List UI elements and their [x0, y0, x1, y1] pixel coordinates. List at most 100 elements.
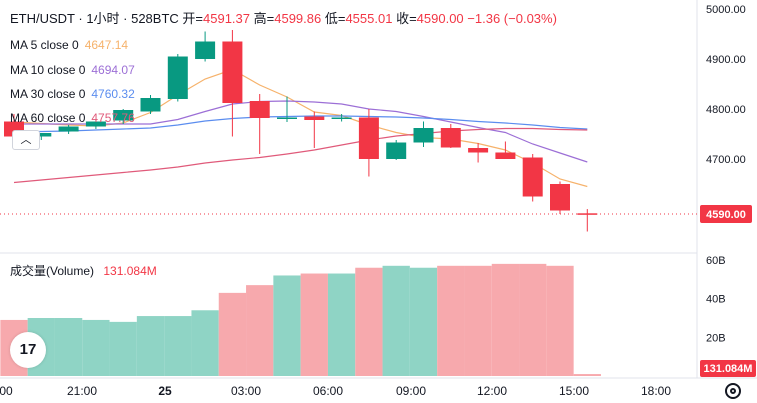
candle	[85, 119, 106, 129]
candle-body	[85, 121, 106, 127]
volume-legend: 成交量(Volume) 131.084M	[10, 262, 157, 279]
last-volume-badge	[700, 360, 756, 377]
candle-body	[140, 98, 161, 112]
volume-bar	[491, 263, 520, 376]
candle	[140, 95, 161, 114]
ma60-label: MA 60 close 0	[10, 111, 86, 125]
candle-body	[58, 126, 79, 132]
price-tick-label: 4900.00	[706, 54, 746, 66]
volume-bar	[273, 275, 301, 376]
candle-body	[386, 142, 407, 159]
candle	[468, 143, 489, 163]
ma30-value: 4760.32	[91, 87, 135, 101]
close-value: 4590.00	[416, 11, 464, 26]
volume-bar	[109, 321, 137, 376]
candle-body	[249, 101, 270, 118]
settings-gear-icon[interactable]	[725, 383, 741, 399]
close-label: 收=	[396, 11, 417, 26]
ma10-legend[interactable]: MA 10 close 0 4694.07	[10, 63, 135, 77]
volume-bar	[355, 267, 383, 376]
candle	[304, 111, 325, 148]
candle-body	[522, 157, 543, 197]
ma10-label: MA 10 close 0	[10, 63, 86, 77]
high-label: 高=	[253, 11, 275, 26]
candle	[167, 54, 188, 102]
candle-body	[167, 56, 188, 99]
volume-bar	[382, 265, 410, 376]
low-value: 4555.01	[345, 11, 393, 26]
candle-body	[222, 41, 243, 103]
volume-tick-label: 20B	[706, 332, 726, 344]
candle-body	[440, 128, 461, 148]
time-tick-label: 25	[158, 384, 172, 398]
volume-bar	[82, 319, 110, 376]
ma-line-ma10	[14, 100, 588, 163]
ma10-value: 4694.07	[91, 63, 135, 77]
candle	[577, 209, 598, 232]
ma-line-ma60	[13, 127, 588, 184]
volume-bar	[164, 316, 192, 376]
last-volume-label: 131.084M	[704, 363, 753, 375]
candle-body	[31, 133, 52, 137]
volume-bar	[300, 273, 328, 376]
candle	[522, 154, 543, 202]
ma30-label: MA 30 close 0	[10, 87, 86, 101]
candle	[222, 30, 243, 137]
candle	[113, 109, 134, 124]
candle	[413, 121, 434, 147]
time-tick-label: 15:00	[559, 384, 589, 398]
ma5-value: 4647.14	[84, 38, 129, 52]
last-price-label: 4590.00	[706, 209, 746, 221]
candle	[195, 31, 216, 62]
volume-bar	[464, 265, 492, 376]
volume-bar	[54, 318, 83, 376]
candle-body	[277, 117, 297, 119]
collapse-legend-button[interactable]: ︿	[12, 130, 40, 150]
time-tick-label: 12:00	[477, 384, 507, 398]
price-tick-label: 4700.00	[706, 154, 746, 166]
volume-bar	[409, 267, 438, 376]
candle-body	[304, 116, 325, 120]
candle	[495, 141, 516, 159]
symbol-title: ETH/USDT · 1小时 · 528BTC	[10, 11, 179, 26]
volume-tick-label: 40B	[706, 294, 726, 306]
volume-bar	[573, 374, 601, 376]
candle-body	[550, 184, 570, 211]
ma30-legend[interactable]: MA 30 close 0 4760.32	[10, 87, 135, 101]
high-value: 4599.86	[274, 11, 322, 26]
low-label: 低=	[324, 11, 346, 26]
ma60-legend[interactable]: MA 60 close 0 4757.76	[10, 111, 135, 125]
candle	[249, 94, 270, 154]
volume-value: 131.084M	[103, 264, 157, 278]
volume-bar	[546, 265, 574, 376]
volume-bar	[246, 285, 274, 376]
volume-bar	[327, 273, 356, 376]
volume-label: 成交量(Volume)	[10, 264, 95, 278]
volume-tick-label: 60B	[706, 255, 726, 267]
time-tick-label: 09:00	[396, 384, 426, 398]
candle-body	[577, 213, 598, 215]
ma-line-ma30	[14, 115, 588, 133]
candle	[550, 181, 570, 214]
time-tick-label: 06:00	[313, 384, 343, 398]
candle	[331, 114, 352, 122]
time-tick-label: 03:00	[231, 384, 261, 398]
open-label: 开=	[182, 11, 204, 26]
volume-bar	[437, 265, 465, 376]
ma5-legend[interactable]: MA 5 close 0 4647.14	[10, 38, 128, 52]
candle	[440, 124, 461, 148]
candle-body	[331, 117, 352, 119]
candle	[386, 140, 407, 160]
volume-bar	[191, 310, 219, 376]
time-tick-label: 00	[0, 384, 13, 398]
open-value: 4591.37	[203, 11, 251, 26]
candle	[277, 96, 297, 122]
ma5-label: MA 5 close 0	[10, 38, 79, 52]
candle	[358, 109, 379, 177]
tradingview-logo-icon[interactable]: 17	[10, 332, 46, 368]
candle-body	[468, 148, 489, 153]
ma60-value: 4757.76	[91, 111, 135, 125]
candle-body	[113, 110, 134, 121]
candle	[31, 133, 52, 140]
